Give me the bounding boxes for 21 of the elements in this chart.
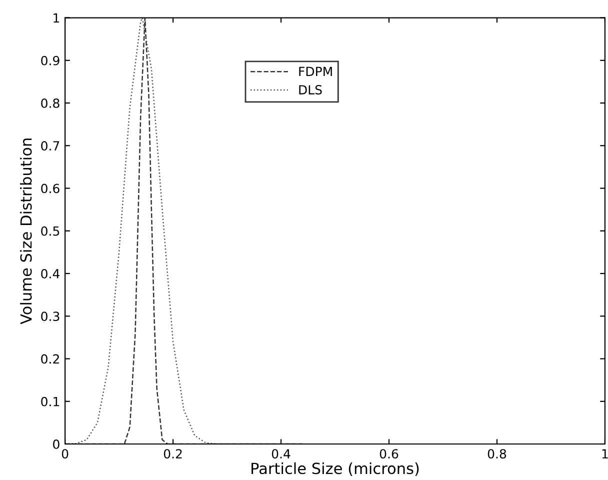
y-tick-label: 0.6 (41, 184, 60, 194)
y-tick-label: 0.7 (41, 141, 60, 151)
y-tick-label: 1 (54, 13, 60, 23)
legend-label: DLS (299, 85, 322, 94)
x-axis-title: Particle Size (microns) (252, 462, 419, 476)
y-tick-label: 0.3 (41, 312, 60, 322)
y-axis-title: Volume Size Distribution (20, 138, 32, 324)
y-tick-label: 0.1 (41, 396, 60, 406)
x-tick-label: 0.4 (272, 449, 290, 459)
x-tick-label: 0 (62, 449, 68, 459)
x-tick-label: 0.6 (380, 449, 398, 459)
x-tick-label: 1 (602, 449, 608, 458)
x-tick-label: 0.8 (488, 449, 506, 459)
y-tick-label: 0.2 (41, 354, 59, 364)
y-tick-label: 0.9 (41, 56, 60, 66)
legend-label: FDPM (299, 66, 332, 76)
y-tick-label: 0.8 (41, 98, 60, 108)
y-tick-label: 0.5 (41, 226, 60, 236)
x-tick-label: 0.2 (164, 449, 182, 459)
y-tick-label: 0 (53, 439, 60, 449)
y-tick-label: 0.4 (41, 268, 60, 278)
